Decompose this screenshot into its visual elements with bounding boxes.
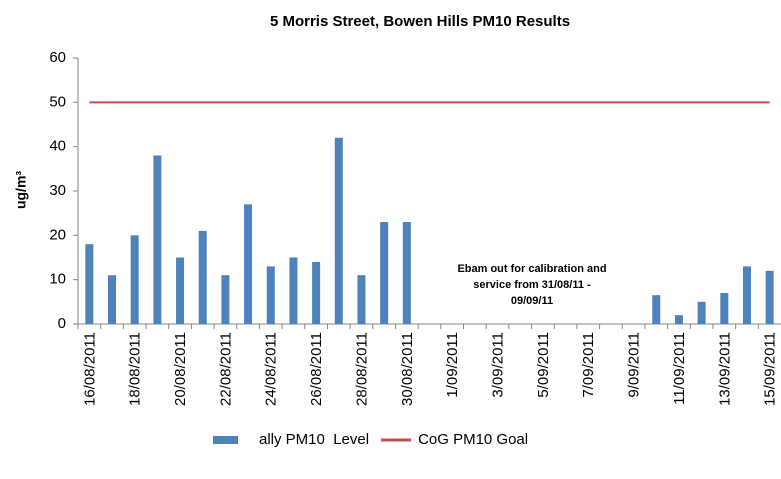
bar: [266, 266, 275, 324]
bar: [402, 222, 411, 324]
y-tick-label: 30: [49, 182, 66, 199]
y-tick-label: 10: [49, 271, 66, 288]
x-tick-label: 20/08/2011: [172, 332, 189, 406]
x-tick-label: 5/09/2011: [535, 332, 552, 398]
bar: [652, 295, 661, 324]
y-tick-label: 40: [49, 138, 66, 155]
x-tick-label: 16/08/2011: [81, 332, 98, 406]
bar: [334, 137, 343, 324]
y-tick-label: 60: [49, 49, 66, 66]
y-axis-label: ug/m³: [13, 171, 29, 209]
y-tick-label: 0: [58, 315, 66, 332]
bar: [85, 244, 94, 324]
x-tick-label: 13/09/2011: [716, 332, 733, 406]
bar: [108, 275, 117, 324]
bar: [765, 270, 774, 324]
bar: [742, 266, 751, 324]
bar: [153, 155, 162, 324]
bar: [221, 275, 230, 324]
bar: [697, 301, 706, 324]
x-tick-label: 30/08/2011: [399, 332, 416, 406]
bar: [244, 204, 253, 324]
legend-swatch: [213, 436, 238, 444]
bar: [312, 261, 321, 324]
annotation: service from 31/08/11 -: [473, 279, 591, 291]
x-tick-label: 3/09/2011: [490, 332, 507, 398]
legend-label: ally PM10 Level: [259, 431, 369, 448]
bar: [130, 235, 139, 324]
x-tick-label: 18/08/2011: [127, 332, 144, 406]
chart-title: 5 Morris Street, Bowen Hills PM10 Result…: [270, 13, 570, 30]
x-tick-label: 1/09/2011: [444, 332, 461, 398]
y-tick-label: 50: [49, 93, 66, 110]
x-tick-label: 15/09/2011: [762, 332, 779, 406]
y-tick-label: 20: [49, 226, 66, 243]
x-tick-label: 7/09/2011: [580, 332, 597, 398]
bar: [198, 230, 207, 324]
bar: [674, 315, 683, 324]
legend-label: CoG PM10 Goal: [418, 431, 528, 448]
bar: [380, 222, 389, 324]
bar: [289, 257, 298, 324]
x-tick-label: 9/09/2011: [626, 332, 643, 398]
x-tick-label: 28/08/2011: [353, 332, 370, 406]
annotation: Ebam out for calibration and: [457, 263, 606, 275]
x-tick-label: 24/08/2011: [263, 332, 280, 406]
x-tick-label: 26/08/2011: [308, 332, 325, 406]
bar: [357, 275, 366, 324]
bar: [176, 257, 185, 324]
x-tick-label: 11/09/2011: [671, 332, 688, 405]
x-tick-label: 22/08/2011: [217, 332, 234, 406]
bar: [720, 292, 729, 324]
annotation: 09/09/11: [511, 295, 553, 307]
